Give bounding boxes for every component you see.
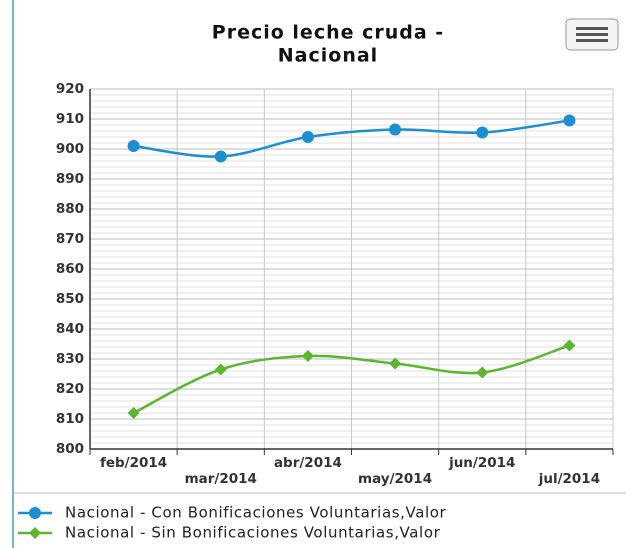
- data-point: [127, 407, 140, 419]
- y-tick-label: 800: [56, 441, 84, 457]
- y-tick-label: 820: [56, 381, 84, 397]
- chart-title: Precio leche cruda -: [212, 22, 444, 44]
- menu-button[interactable]: [565, 18, 619, 51]
- x-tick-label: jul/2014: [538, 471, 600, 487]
- data-point: [301, 350, 314, 362]
- x-tick-label: feb/2014: [100, 455, 167, 471]
- x-tick-label: jun/2014: [448, 455, 515, 471]
- y-tick-label: 920: [56, 81, 84, 97]
- data-point: [476, 126, 489, 139]
- data-point: [563, 339, 576, 352]
- y-tick-label: 840: [56, 321, 84, 337]
- y-tick-label: 830: [56, 351, 84, 367]
- legend-label: Nacional - Sin Bonificaciones Voluntaria…: [65, 524, 441, 542]
- legend-marker: [29, 507, 41, 519]
- y-tick-label: 910: [56, 111, 84, 127]
- series-line: [133, 119, 570, 158]
- y-tick-label: 870: [56, 231, 84, 247]
- y-tick-label: 850: [56, 291, 84, 307]
- legend-label: Nacional - Con Bonificaciones Voluntaria…: [65, 504, 447, 522]
- series-line: [133, 344, 570, 415]
- y-tick-label: 890: [56, 171, 84, 187]
- y-tick-label: 900: [56, 141, 84, 157]
- menu-icon-bar: [576, 39, 608, 42]
- data-point: [389, 357, 402, 370]
- data-point: [389, 123, 402, 136]
- data-point: [127, 140, 140, 152]
- x-tick-label: mar/2014: [185, 471, 257, 487]
- menu-icon-bar: [576, 27, 608, 30]
- y-tick-label: 810: [56, 411, 84, 427]
- data-point: [214, 150, 227, 163]
- menu-icon-bar: [576, 33, 608, 36]
- x-tick-label: may/2014: [358, 471, 432, 487]
- legend-marker: [29, 527, 41, 539]
- y-tick-label: 860: [56, 261, 84, 277]
- data-point: [301, 131, 314, 143]
- chart-title: Nacional: [278, 45, 378, 67]
- y-tick-label: 880: [56, 201, 84, 217]
- x-tick-label: abr/2014: [274, 455, 342, 471]
- data-point: [563, 114, 576, 127]
- data-point: [476, 366, 489, 379]
- data-point: [214, 363, 227, 376]
